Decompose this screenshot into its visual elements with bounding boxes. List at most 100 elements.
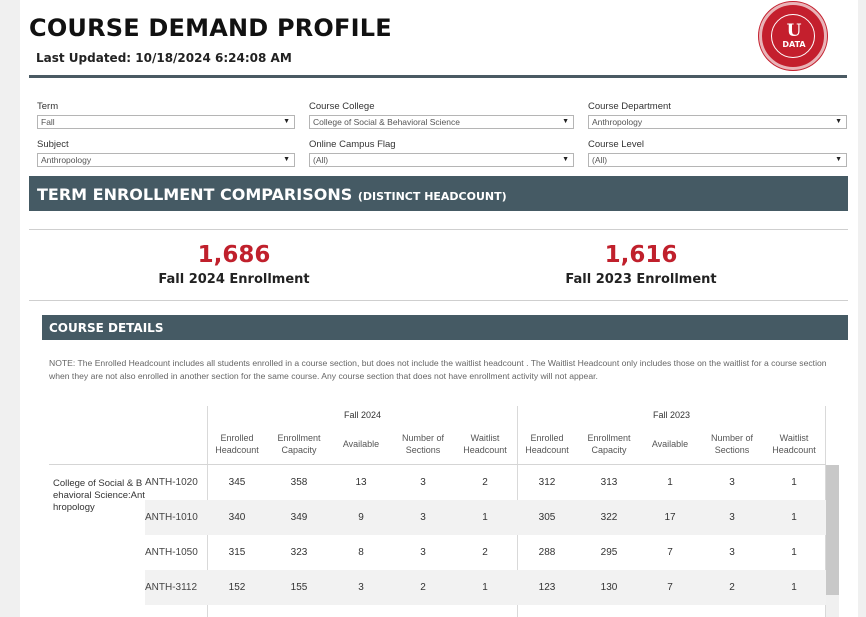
table-cell: 322: [600, 512, 618, 523]
table-cell: 1: [667, 477, 673, 488]
table-cell: 315: [228, 547, 246, 558]
course-code: ANTH-1010: [145, 512, 198, 523]
table-cell: 2: [420, 582, 426, 593]
column-header-line2: Headcount: [772, 445, 816, 455]
filter-course-department-label: Course Department: [588, 101, 671, 112]
filter-term-dropdown[interactable]: Fall ▼: [37, 115, 295, 129]
column-header: Waitlist Headcount: [454, 432, 516, 456]
column-header-line1: Enrollment: [277, 433, 321, 443]
table-cell: 358: [290, 477, 308, 488]
course-details-header: COURSE DETAILS: [42, 315, 848, 340]
dashboard-page: COURSE DEMAND PROFILE Last Updated: 10/1…: [20, 0, 858, 617]
table-cell: 313: [600, 477, 618, 488]
kpi-current-label: Fall 2024 Enrollment: [158, 272, 310, 287]
table-cell: 7: [667, 547, 673, 558]
column-header-line1: Waitlist: [779, 433, 809, 443]
table-header-divider: [49, 464, 826, 465]
kpi-prior-value: 1,616: [604, 242, 678, 268]
filter-online-campus-dropdown[interactable]: (All) ▼: [309, 153, 574, 167]
table-cell: 2: [482, 547, 488, 558]
group-header-prior: Fall 2023: [652, 410, 691, 420]
column-header-line1: Number of: [401, 433, 445, 443]
column-header-line2: Headcount: [525, 445, 569, 455]
table-cell: 155: [290, 582, 308, 593]
table-cell: 3: [729, 477, 735, 488]
column-header: Available: [330, 438, 392, 450]
column-header: Number of Sections: [392, 432, 454, 456]
column-header-line1: Waitlist: [470, 433, 500, 443]
table-cell: 323: [290, 547, 308, 558]
table-cell: 9: [358, 512, 364, 523]
column-header-line1: Enrollment: [587, 433, 631, 443]
table-row[interactable]: ANTH-1010 340 349 9 3 1 305 322 17 3 1: [145, 500, 826, 535]
filter-course-level-dropdown[interactable]: (All) ▼: [588, 153, 847, 167]
column-header: Waitlist Headcount: [763, 432, 825, 456]
kpi-top-divider: [29, 229, 848, 230]
table-cell: 3: [420, 547, 426, 558]
table-cell: 345: [228, 477, 246, 488]
table-row[interactable]: ANTH-1050 315 323 8 3 2 288 295 7 3 1: [145, 535, 826, 570]
table-row[interactable]: ANTH-3112 152 155 3 2 1 123 130 7 2 1: [145, 570, 826, 605]
table-cell: 3: [420, 512, 426, 523]
filter-course-department-value: Anthropology: [592, 117, 643, 127]
column-header-line1: Number of: [710, 433, 754, 443]
kpi-current-value: 1,686: [197, 242, 271, 268]
logo-text: DATA: [782, 40, 806, 49]
table-cell: 3: [420, 477, 426, 488]
column-header-line2: Capacity: [591, 445, 627, 455]
table-cell: 3: [729, 547, 735, 558]
university-data-seal-icon: U DATA: [759, 2, 827, 70]
table-cell: 1: [482, 512, 488, 523]
table-cell: 312: [538, 477, 556, 488]
column-header-line2: Capacity: [281, 445, 317, 455]
table-cell: 1: [791, 547, 797, 558]
table-cell: 3: [358, 582, 364, 593]
filter-subject: Subject Anthropology ▼: [37, 139, 295, 167]
column-header-line1: Available: [342, 439, 380, 449]
course-code: ANTH-1050: [145, 547, 198, 558]
kpi-current-term: 1,686 Fall 2024 Enrollment: [84, 242, 384, 287]
column-header: Enrollment Capacity: [268, 432, 330, 456]
table-cell: 7: [667, 582, 673, 593]
table-cell: 340: [228, 512, 246, 523]
filter-online-campus-label: Online Campus Flag: [309, 139, 396, 150]
filter-course-college-label: Course College: [309, 101, 375, 112]
table-scrollbar-thumb[interactable]: [826, 465, 839, 595]
chevron-down-icon: ▼: [562, 156, 569, 163]
kpi-bottom-divider: [29, 300, 848, 301]
table-cell: 1: [791, 477, 797, 488]
column-header-line1: Available: [651, 439, 689, 449]
term-enrollment-title: TERM ENROLLMENT COMPARISONS: [37, 185, 353, 204]
chevron-down-icon: ▼: [283, 118, 290, 125]
filter-course-college-value: College of Social & Behavioral Science: [313, 117, 460, 127]
header-divider: [29, 75, 847, 78]
page-title: COURSE DEMAND PROFILE: [29, 14, 392, 42]
table-row[interactable]: ANTH-1020 345 358 13 3 2 312 313 1 3 1: [145, 465, 826, 500]
logo-letter: U: [786, 21, 802, 41]
filter-course-college: Course College College of Social & Behav…: [309, 101, 574, 129]
table-cell: 8: [358, 547, 364, 558]
filter-course-level-value: (All): [592, 155, 608, 165]
filter-course-department-dropdown[interactable]: Anthropology ▼: [588, 115, 847, 129]
table-cell: 1: [482, 582, 488, 593]
filter-subject-label: Subject: [37, 139, 69, 150]
course-code: ANTH-1020: [145, 477, 198, 488]
filter-course-department: Course Department Anthropology ▼: [588, 101, 847, 129]
column-header-line2: Headcount: [463, 445, 507, 455]
filter-course-level-label: Course Level: [588, 139, 644, 150]
table-cell: 2: [482, 477, 488, 488]
chevron-down-icon: ▼: [835, 118, 842, 125]
filter-subject-dropdown[interactable]: Anthropology ▼: [37, 153, 295, 167]
table-cell: 2: [729, 582, 735, 593]
group-header-current: Fall 2024: [343, 410, 382, 420]
table-cell: 295: [600, 547, 618, 558]
table-cell: 123: [538, 582, 556, 593]
chevron-down-icon: ▼: [562, 118, 569, 125]
college-row-label: College of Social & Behavioral Science:A…: [53, 478, 145, 513]
chevron-down-icon: ▼: [835, 156, 842, 163]
logo-inner-ring: U DATA: [771, 14, 815, 58]
column-header: Enrollment Capacity: [578, 432, 640, 456]
kpi-prior-term: 1,616 Fall 2023 Enrollment: [491, 242, 791, 287]
filter-course-college-dropdown[interactable]: College of Social & Behavioral Science ▼: [309, 115, 574, 129]
chevron-down-icon: ▼: [283, 156, 290, 163]
